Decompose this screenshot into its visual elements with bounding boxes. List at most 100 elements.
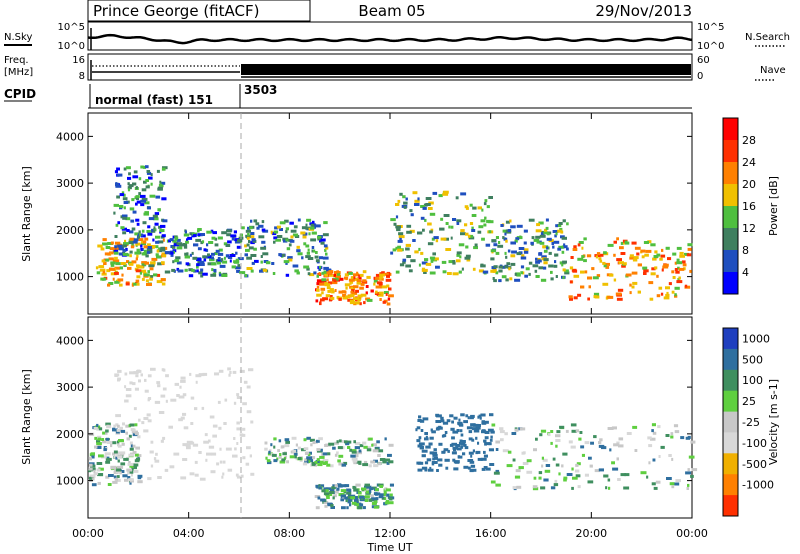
- data-cell: [281, 253, 286, 257]
- data-cell: [497, 244, 504, 248]
- data-cell: [145, 179, 149, 182]
- data-cell: [119, 426, 123, 430]
- data-cell: [212, 434, 217, 438]
- data-cell: [207, 253, 211, 257]
- data-cell: [143, 273, 149, 277]
- data-cell: [140, 203, 145, 207]
- data-cell: [122, 197, 128, 201]
- data-cell: [189, 441, 195, 445]
- data-cell: [421, 449, 428, 453]
- colorbar-tick-label: 28: [742, 134, 756, 147]
- data-cell: [371, 443, 374, 447]
- data-cell: [97, 435, 102, 439]
- colorbar-swatch: [723, 184, 738, 207]
- data-cell: [282, 239, 288, 243]
- data-cell: [331, 290, 335, 294]
- data-cell: [233, 260, 240, 264]
- data-cell: [422, 228, 425, 232]
- data-cell: [315, 251, 318, 254]
- data-cell: [412, 239, 416, 242]
- data-cell: [501, 275, 507, 279]
- data-cell: [385, 488, 391, 492]
- nsearch-label: N.Search: [745, 32, 790, 43]
- data-cell: [603, 474, 609, 478]
- data-cell: [229, 259, 232, 263]
- data-cell: [176, 394, 180, 397]
- data-cell: [535, 229, 542, 233]
- data-cell: [204, 255, 208, 259]
- data-cell: [283, 260, 290, 264]
- data-cell: [214, 372, 220, 376]
- data-cell: [315, 224, 321, 228]
- data-cell: [182, 443, 188, 447]
- data-cell: [97, 437, 102, 441]
- data-cell: [364, 485, 368, 489]
- data-cell: [201, 240, 205, 244]
- data-cell: [437, 426, 443, 430]
- data-cell: [677, 266, 680, 270]
- data-cell: [386, 274, 390, 278]
- data-cell: [397, 239, 403, 243]
- data-cell: [420, 429, 424, 432]
- data-cell: [203, 258, 207, 262]
- data-cell: [172, 260, 175, 264]
- data-cell: [613, 443, 619, 447]
- data-cell: [171, 268, 176, 272]
- data-cell: [162, 219, 168, 223]
- data-cell: [242, 456, 246, 460]
- data-cell: [248, 246, 254, 250]
- data-cell: [157, 187, 163, 191]
- data-cell: [416, 461, 422, 465]
- data-cell: [116, 478, 121, 482]
- data-cell: [623, 486, 630, 490]
- data-cell: [433, 448, 437, 452]
- data-cell: [636, 252, 640, 256]
- data-cell: [674, 430, 680, 434]
- data-cell: [490, 249, 496, 253]
- data-cell: [347, 500, 351, 504]
- data-cell: [379, 485, 383, 488]
- data-cell: [128, 453, 135, 457]
- data-cell: [323, 501, 329, 504]
- data-cell: [569, 297, 573, 301]
- data-cell: [375, 488, 379, 492]
- data-cell: [170, 253, 174, 257]
- data-cell: [458, 270, 462, 274]
- data-cell: [429, 271, 436, 275]
- data-cell: [117, 278, 124, 282]
- data-cell: [153, 226, 156, 230]
- data-cell: [665, 286, 670, 290]
- data-cell: [195, 380, 198, 384]
- data-cell: [554, 260, 557, 264]
- data-cell: [561, 250, 565, 254]
- data-cell: [520, 256, 527, 260]
- data-cell: [143, 245, 150, 249]
- data-cell: [651, 482, 656, 486]
- data-cell: [132, 240, 138, 244]
- data-cell: [182, 243, 188, 246]
- data-cell: [206, 452, 212, 456]
- data-cell: [211, 236, 216, 240]
- data-cell: [150, 173, 153, 177]
- data-cell: [353, 488, 359, 492]
- data-cell: [590, 441, 594, 445]
- data-cell: [147, 374, 152, 378]
- power-plot-frame: [87, 112, 693, 315]
- data-cell: [126, 437, 131, 441]
- data-cell: [326, 463, 331, 467]
- data-cell: [484, 431, 490, 434]
- data-cell: [325, 246, 329, 250]
- data-cell: [105, 246, 111, 249]
- data-cell: [114, 455, 117, 459]
- data-cell: [297, 446, 301, 450]
- data-cell: [273, 240, 276, 244]
- data-cell: [424, 468, 428, 472]
- data-cell: [202, 272, 208, 276]
- data-cell: [433, 456, 438, 460]
- data-cell: [222, 460, 226, 464]
- data-cell: [114, 271, 119, 275]
- data-cell: [337, 459, 341, 463]
- data-cell: [471, 427, 478, 431]
- data-cell: [119, 453, 125, 457]
- data-cell: [674, 268, 678, 271]
